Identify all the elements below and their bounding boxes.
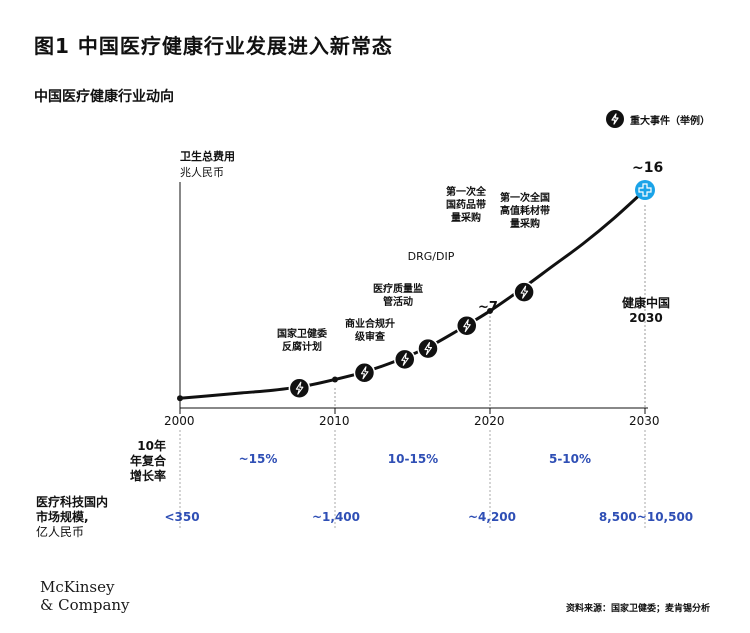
cagr-value: 5-10% [548,452,592,466]
target-plus-icon [635,180,655,200]
mckinsey-logo: McKinsey & Company [40,578,130,614]
market-row-label: 医疗科技国内 市场规模, 亿人民币 [36,495,109,539]
page-title: 图1 中国医疗健康行业发展进入新常态 [34,34,393,58]
event-marker-lightning-icon [394,348,416,371]
data-label-2020: ~7 [478,300,498,315]
event-label-compliance: 商业合规升 级审查 [345,319,395,343]
lightning-icon [606,110,624,128]
x-tick-label: 2020 [474,414,505,428]
cagr-value: ~15% [238,452,278,466]
market-value: ~4,200 [467,510,516,524]
market-value: ~1,400 [311,510,360,524]
legend-label: 重大事件（举例） [630,115,710,127]
y-axis-title: 卫生总费用 [180,150,235,163]
source-note: 资料来源：国家卫健委；麦肯锡分析 [565,604,710,614]
x-tick-label: 2030 [629,414,660,428]
event-label-anticorruption: 国家卫健委 反腐计划 [277,329,327,353]
data-point [177,395,183,402]
event-label-quality: 医疗质量监 管活动 [373,284,423,308]
event-marker-lightning-icon [353,362,376,384]
market-value: <350 [164,510,200,524]
event-label-drug-vbp: 第一次全 国药品带 量采购 [446,187,486,224]
data-point [332,376,338,383]
event-marker-lightning-icon [513,281,535,303]
event-marker-lightning-icon [456,314,478,337]
chart-subtitle: 中国医疗健康行业动向 [34,89,174,105]
target-label: 健康中国 2030 [621,296,670,325]
cagr-row-label: 10年 年复合 增长率 [129,439,166,483]
event-marker-lightning-icon [288,377,311,399]
event-marker-lightning-icon [417,337,439,360]
market-value: 8,500~10,500 [598,510,694,524]
cagr-value: 10-15% [387,452,439,466]
x-tick-label: 2000 [164,414,195,428]
legend: 重大事件（举例） [606,110,710,128]
event-label-drg: DRG/DIP [407,250,455,263]
data-label-2030: ~16 [632,160,664,176]
x-tick-label: 2010 [319,414,350,428]
data-point [487,307,493,314]
y-axis-unit: 兆人民币 [180,166,224,179]
event-label-device-vbp: 第一次全国 高值耗材带 量采购 [500,193,550,230]
